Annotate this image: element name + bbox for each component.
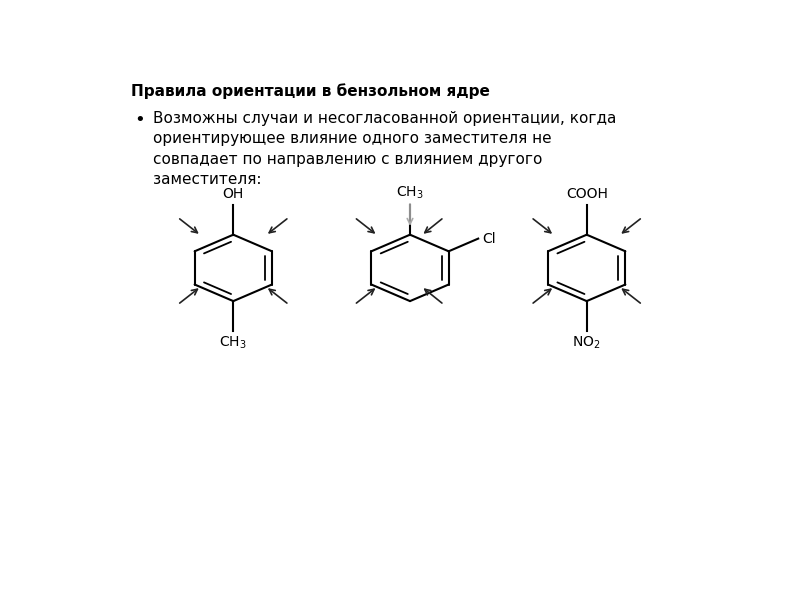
- Text: •: •: [134, 111, 145, 129]
- Text: CH$_3$: CH$_3$: [219, 335, 247, 351]
- Text: OH: OH: [222, 187, 244, 201]
- Text: COOH: COOH: [566, 187, 608, 201]
- Text: Возможны случаи и несогласованной ориентации, когда
ориентирующее влияние одного: Возможны случаи и несогласованной ориент…: [153, 111, 616, 187]
- Text: CH$_3$: CH$_3$: [396, 184, 424, 201]
- Text: NO$_2$: NO$_2$: [572, 335, 601, 351]
- Text: Cl: Cl: [482, 232, 496, 246]
- Text: Правила ориентации в бензольном ядре: Правила ориентации в бензольном ядре: [131, 83, 490, 99]
